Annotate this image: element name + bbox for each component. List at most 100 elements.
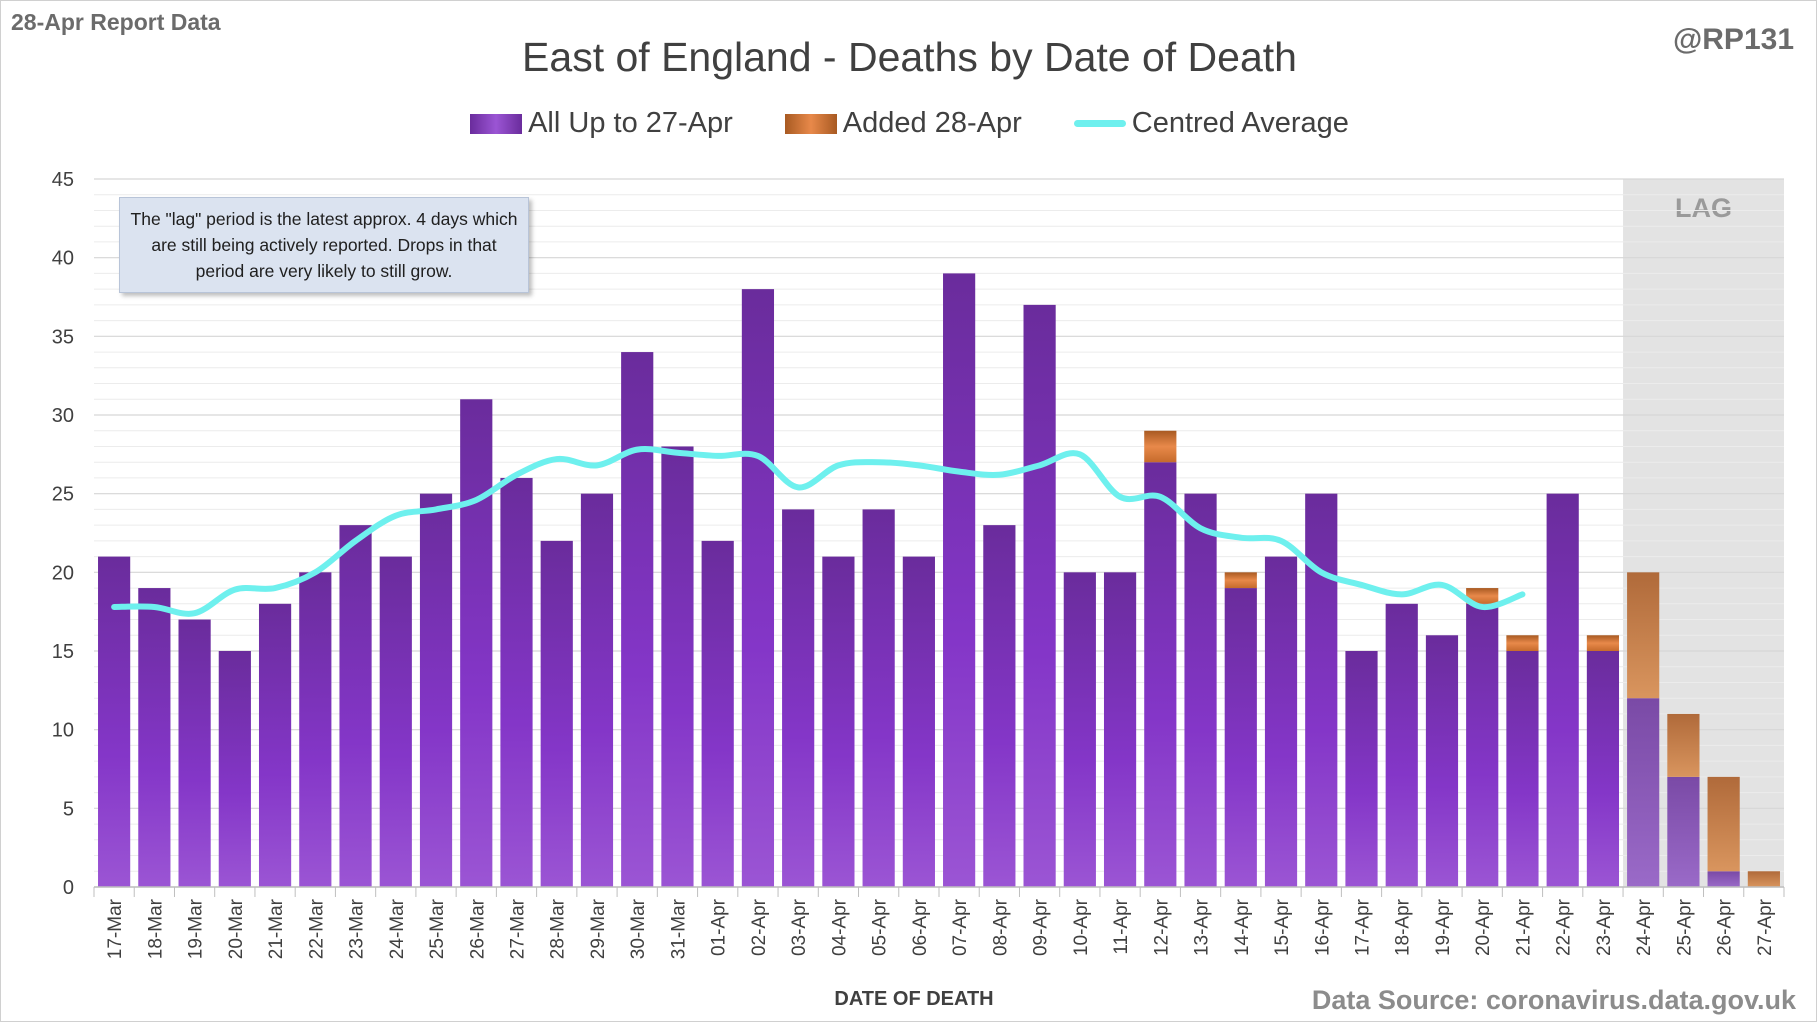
- legend-label-all-up-to: All Up to 27-Apr: [528, 107, 733, 139]
- bar-added: [1466, 588, 1499, 604]
- x-tick-label: 29-Mar: [588, 898, 609, 959]
- bar-all-up-to: [741, 289, 775, 888]
- bar-all-up-to: [1184, 493, 1217, 887]
- y-tick-label: 40: [52, 248, 74, 270]
- bar-all-up-to: [862, 509, 895, 887]
- author-handle: @RP131: [1673, 23, 1794, 56]
- bar-all-up-to: [178, 619, 211, 887]
- bar-added: [1586, 635, 1620, 651]
- x-tick-label: 20-Apr: [1473, 898, 1494, 956]
- bar-all-up-to: [902, 556, 935, 887]
- x-tick-label: 08-Apr: [990, 898, 1011, 956]
- x-tick-label: 06-Apr: [910, 898, 931, 956]
- chart-legend: All Up to 27-Apr Added 28-Apr Centred Av…: [1, 107, 1817, 140]
- bar-all-up-to: [822, 556, 855, 887]
- bar-all-up-to: [460, 399, 493, 887]
- x-tick-label: 07-Apr: [950, 898, 971, 956]
- bar-all-up-to: [339, 525, 372, 887]
- bar-all-up-to: [1385, 603, 1418, 887]
- bar-all-up-to: [580, 493, 614, 887]
- y-tick-label: 5: [63, 798, 74, 820]
- x-tick-label: 28-Mar: [548, 898, 569, 959]
- legend-label-average: Centred Average: [1131, 107, 1349, 139]
- bar-all-up-to: [782, 509, 815, 887]
- bar-all-up-to: [379, 556, 412, 887]
- x-tick-label: 16-Apr: [1312, 898, 1333, 956]
- bar-all-up-to: [983, 525, 1016, 887]
- y-tick-label: 20: [52, 562, 74, 584]
- bar-all-up-to: [1144, 462, 1177, 887]
- bar-all-up-to: [1305, 493, 1338, 887]
- y-tick-label: 25: [52, 484, 74, 506]
- x-tick-label: 20-Mar: [226, 898, 247, 959]
- bar-all-up-to: [1264, 556, 1298, 887]
- chart-title: East of England - Deaths by Date of Deat…: [522, 34, 1297, 80]
- bar-added: [1224, 572, 1257, 589]
- bar-all-up-to: [701, 540, 734, 887]
- bar-all-up-to: [1063, 572, 1096, 887]
- bar-all-up-to: [1224, 588, 1257, 887]
- x-tick-label: 24-Apr: [1634, 898, 1655, 956]
- report-label: 28-Apr Report Data: [11, 9, 221, 35]
- x-tick-label: 21-Mar: [266, 898, 287, 959]
- legend-item-average: Centred Average: [1073, 107, 1349, 140]
- x-tick-label: 14-Apr: [1232, 898, 1253, 956]
- lag-note: The "lag" period is the latest approx. 4…: [119, 197, 529, 293]
- bar-all-up-to: [98, 556, 131, 887]
- bar-all-up-to: [1627, 698, 1660, 887]
- x-tick-label: 02-Apr: [749, 898, 770, 956]
- x-tick-label: 22-Apr: [1554, 898, 1575, 956]
- bar-all-up-to: [138, 588, 171, 887]
- x-tick-label: 03-Apr: [789, 898, 810, 956]
- x-tick-label: 25-Mar: [427, 898, 448, 959]
- bar-added: [1707, 776, 1740, 872]
- bar-all-up-to: [1667, 776, 1700, 887]
- x-tick-label: 26-Mar: [467, 898, 488, 959]
- bar-all-up-to: [299, 572, 332, 887]
- bar-all-up-to: [1023, 304, 1056, 887]
- x-tick-label: 23-Mar: [347, 898, 368, 959]
- y-tick-label: 35: [52, 326, 74, 348]
- x-tick-label: 30-Mar: [628, 898, 649, 959]
- bar-added: [1747, 871, 1780, 887]
- x-tick-label: 13-Apr: [1192, 898, 1213, 956]
- bar-all-up-to: [1586, 651, 1620, 887]
- bar-added: [1144, 430, 1177, 463]
- bar-all-up-to: [661, 446, 694, 887]
- x-tick-label: 21-Apr: [1513, 898, 1534, 956]
- y-tick-label: 45: [52, 169, 74, 191]
- legend-item-added: Added 28-Apr: [784, 107, 1022, 140]
- data-source: Data Source: coronavirus.data.gov.uk: [1311, 985, 1796, 1015]
- x-tick-label: 17-Mar: [105, 898, 126, 959]
- x-tick-label: 10-Apr: [1071, 898, 1092, 956]
- x-tick-label: 01-Apr: [709, 898, 730, 956]
- bar-all-up-to: [258, 603, 292, 887]
- bar-added: [1667, 713, 1700, 777]
- y-tick-label: 10: [52, 720, 74, 742]
- x-tick-label: 23-Apr: [1594, 898, 1615, 956]
- y-tick-label: 0: [63, 877, 74, 899]
- bar-all-up-to: [1707, 871, 1740, 887]
- y-tick-label: 30: [52, 405, 74, 427]
- legend-item-all-up-to: All Up to 27-Apr: [470, 107, 733, 140]
- x-tick-label: 17-Apr: [1353, 898, 1374, 956]
- bar-all-up-to: [1345, 651, 1378, 887]
- x-tick-label: 22-Mar: [306, 898, 327, 959]
- bar-all-up-to: [1506, 651, 1539, 887]
- bar-all-up-to: [1103, 572, 1137, 887]
- y-tick-label: 15: [52, 641, 74, 663]
- x-tick-label: 27-Apr: [1755, 898, 1776, 956]
- x-tick-label: 26-Apr: [1715, 898, 1736, 956]
- x-tick-label: 31-Mar: [668, 898, 689, 959]
- x-tick-label: 19-Apr: [1433, 898, 1454, 956]
- x-tick-label: 27-Mar: [508, 898, 529, 959]
- legend-swatch-all-up-to: [470, 113, 523, 134]
- x-tick-label: 18-Mar: [145, 898, 166, 959]
- x-tick-label: 15-Apr: [1272, 898, 1293, 956]
- bar-all-up-to: [540, 540, 573, 887]
- x-tick-label: 11-Apr: [1111, 898, 1132, 954]
- bar-added: [1627, 572, 1660, 699]
- bar-all-up-to: [1546, 493, 1579, 887]
